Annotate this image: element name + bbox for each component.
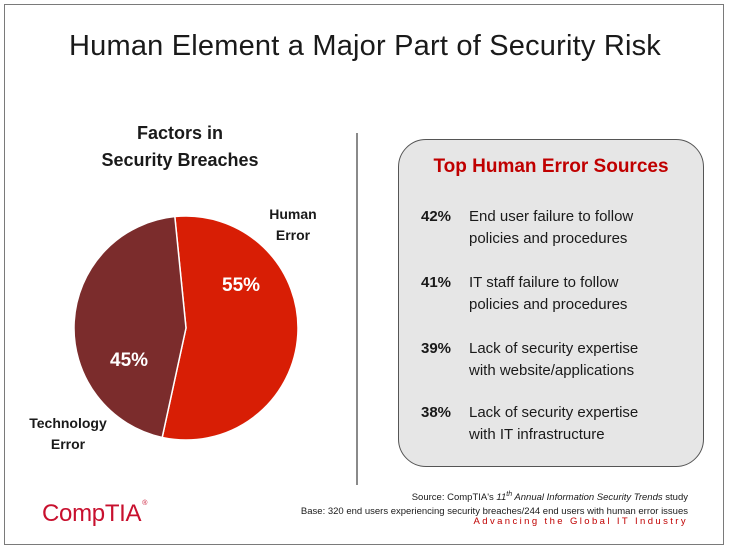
slide-title: Human Element a Major Part of Security R… [68, 30, 662, 62]
slide-frame [4, 4, 724, 545]
slice-label-human-error: Human Error [258, 204, 328, 246]
error-source-line-2: policies and procedures [469, 296, 628, 313]
error-source-line-2: policies and procedures [469, 230, 628, 247]
source-suffix: study [662, 492, 688, 504]
registered-mark: ® [142, 500, 148, 507]
slice-label-tech-line-2: Error [50, 436, 86, 452]
error-source-text: IT staff failure to follow policies and … [469, 272, 694, 316]
human-error-sources-panel: Top Human Error Sources 42% End user fai… [398, 139, 704, 467]
pie-slice-human-error [161, 215, 299, 441]
error-source-percent: 39% [421, 340, 452, 357]
error-source-percent: 42% [421, 208, 452, 225]
source-study-name: Annual Information Security Trends [512, 492, 663, 504]
error-source-percent: 41% [421, 274, 452, 291]
pie-slice-technology-error [73, 215, 187, 439]
source-prefix: Source: CompTIA's [411, 492, 497, 504]
error-source-text: Lack of security expertise with IT infra… [469, 402, 694, 446]
error-source-line-1: End user failure to follow [469, 208, 634, 225]
error-source-line-1: Lack of security expertise [469, 340, 639, 357]
slice-value-technology-error: 45% [110, 350, 149, 371]
source-note: Source: CompTIA's 11th Annual Informatio… [301, 488, 688, 519]
source-line: Source: CompTIA's 11th Annual Informatio… [301, 488, 688, 505]
tagline: Advancing the Global IT Industry [473, 516, 688, 527]
error-source-text: Lack of security expertise with website/… [469, 338, 694, 382]
chart-title-line-1: Factors in [136, 123, 224, 143]
error-source-line-1: Lack of security expertise [469, 404, 639, 421]
slice-value-human-error: 55% [222, 275, 261, 296]
source-number: 11 [496, 492, 507, 504]
error-source-percent: 38% [421, 404, 452, 421]
chart-title-line-2: Security Breaches [101, 150, 259, 170]
panel-title: Top Human Error Sources [433, 156, 669, 177]
vertical-divider [356, 133, 358, 485]
slice-label-technology-error: Technology Error [18, 413, 118, 455]
error-source-line-2: with website/applications [469, 362, 635, 379]
source-ordinal: th [506, 491, 513, 498]
base-line: Base: 320 end users experiencing securit… [300, 506, 688, 518]
logo-text: CompTIA [42, 500, 142, 527]
error-source-line-1: IT staff failure to follow [469, 274, 619, 291]
chart-title: Factors in Security Breaches [75, 120, 285, 174]
error-source-line-2: with IT infrastructure [469, 426, 605, 443]
error-source-text: End user failure to follow policies and … [469, 206, 694, 250]
slice-label-human-line-1: Human [269, 206, 317, 222]
slice-label-tech-line-1: Technology [29, 415, 107, 431]
comptia-logo: CompTIA® [42, 500, 147, 528]
slice-label-human-line-2: Error [275, 227, 311, 243]
